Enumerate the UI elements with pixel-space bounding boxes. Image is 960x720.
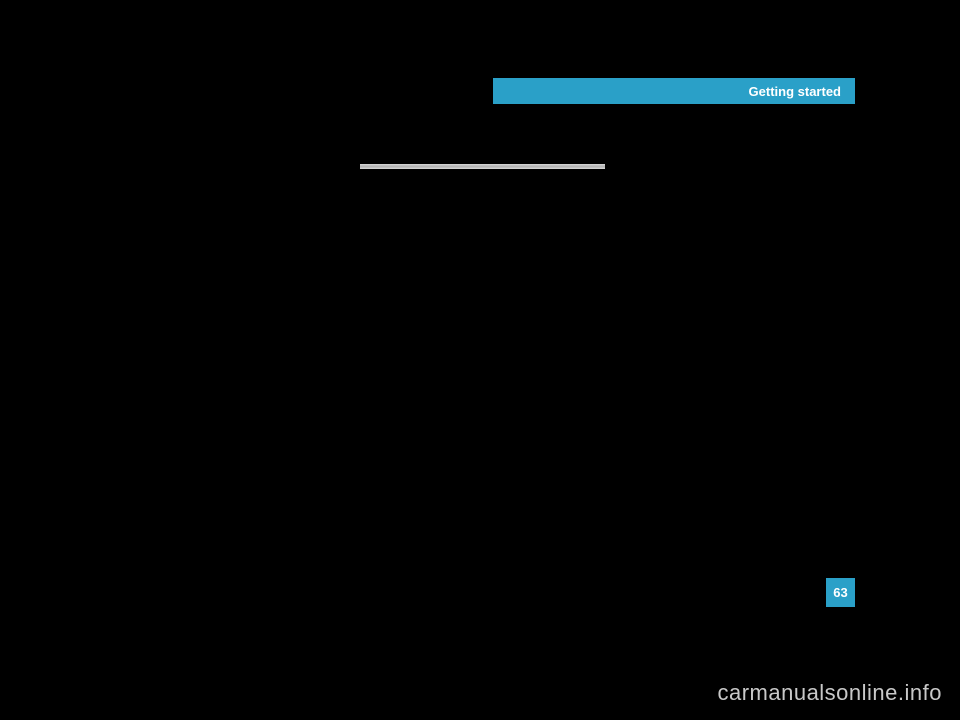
page-number: 63: [833, 585, 847, 600]
header-notch: [855, 78, 862, 91]
header-band: Getting started: [493, 78, 855, 104]
section-divider: [360, 164, 605, 169]
header-title: Getting started: [749, 84, 841, 99]
page-number-box: 63: [826, 578, 855, 607]
watermark-text: carmanualsonline.info: [717, 680, 942, 706]
page-container: Getting started 63 carmanualsonline.info: [0, 0, 960, 720]
